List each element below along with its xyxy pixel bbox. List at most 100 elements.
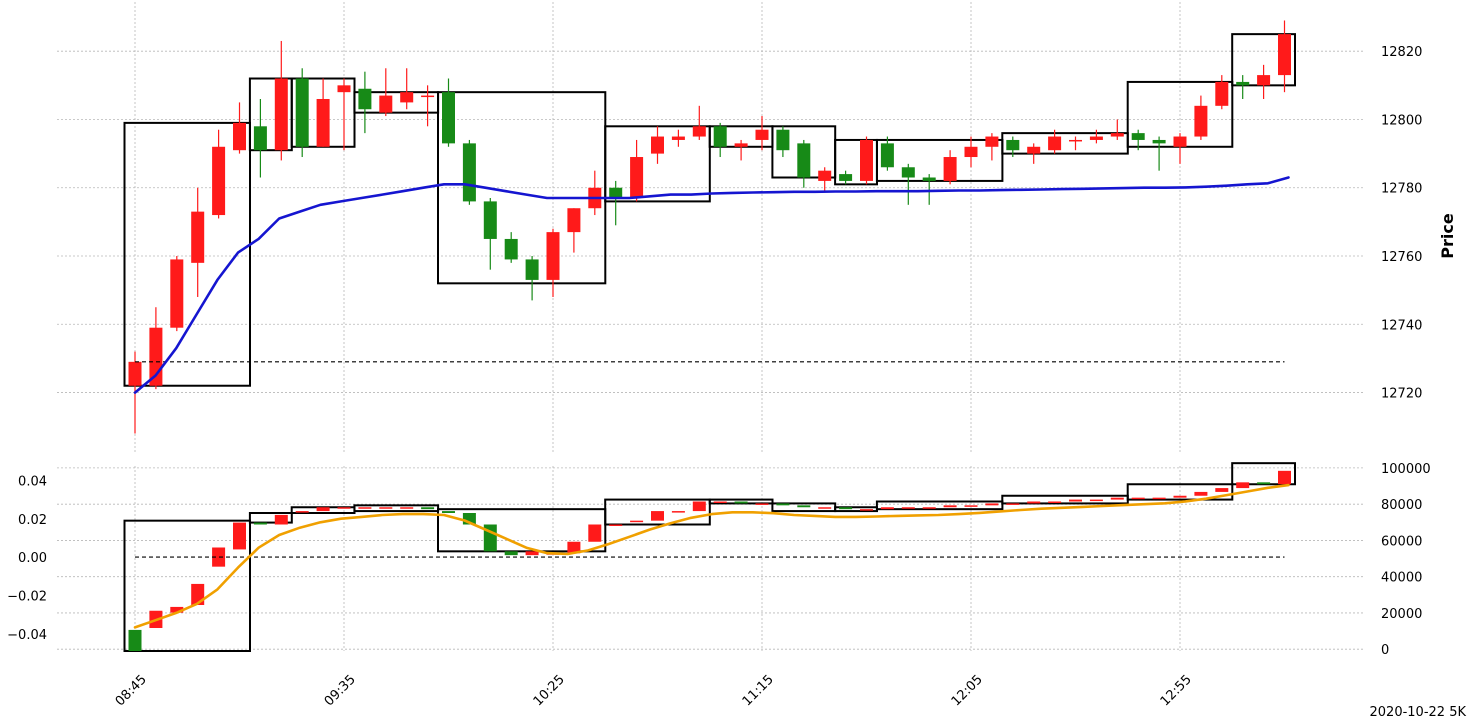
candle-body xyxy=(128,361,142,386)
range-box xyxy=(1001,494,1129,505)
candle-body xyxy=(922,177,936,181)
y-tick-label-right: 0 xyxy=(1381,643,1389,658)
candle-body xyxy=(630,157,644,198)
candle-body xyxy=(776,503,790,506)
candle-body xyxy=(191,211,205,263)
candle-body xyxy=(776,129,790,151)
candle-body xyxy=(149,327,163,386)
candle-body xyxy=(421,507,435,510)
candle-body xyxy=(233,522,246,550)
candle-body xyxy=(525,259,539,280)
candle-body xyxy=(964,146,978,158)
candle-body xyxy=(1215,81,1229,106)
candle-body xyxy=(170,259,184,328)
candle-body xyxy=(734,501,748,504)
candle-body xyxy=(567,541,581,554)
candle-body xyxy=(1152,497,1166,500)
candle-body xyxy=(901,167,915,178)
candle-body xyxy=(943,157,957,181)
candle-body xyxy=(880,507,894,510)
candle-body xyxy=(483,201,497,239)
candle-body xyxy=(379,507,393,509)
price-axis-label: Price xyxy=(1438,213,1457,259)
candle-body xyxy=(1173,136,1187,147)
candle-body xyxy=(1089,499,1103,502)
candle-body xyxy=(609,524,623,526)
y-tick-label-right: 60000 xyxy=(1381,534,1422,549)
candle-body xyxy=(1215,488,1229,492)
candle-body xyxy=(170,606,184,613)
candle-body xyxy=(295,511,309,513)
footer-text: 2020-10-22 5K xyxy=(1370,705,1467,720)
candle-body xyxy=(525,551,539,556)
candle-body xyxy=(316,98,330,147)
candle-body xyxy=(818,170,832,181)
x-tick-label: 11:15 xyxy=(740,672,777,709)
candle-body xyxy=(985,136,999,147)
candle-body xyxy=(630,520,644,523)
x-tick-label: 09:35 xyxy=(322,672,359,709)
candle-body xyxy=(1006,503,1020,505)
candle-body xyxy=(358,507,372,509)
candle-body xyxy=(233,122,246,151)
candle-body xyxy=(212,547,226,567)
y-tick-label-left: −0.02 xyxy=(7,589,47,604)
candle-body xyxy=(713,126,727,147)
candle-body xyxy=(128,629,142,651)
candle-layer xyxy=(128,20,1291,651)
range-box xyxy=(875,138,1004,182)
y-tick-label: 12740 xyxy=(1381,318,1422,333)
candle-body xyxy=(880,143,894,168)
candle-body xyxy=(274,78,288,151)
candle-body xyxy=(295,78,309,147)
candle-body xyxy=(609,187,623,198)
candle-body xyxy=(860,139,873,181)
range-box xyxy=(123,121,251,387)
y-tick-label-right: 100000 xyxy=(1381,462,1431,477)
y-tick-label: 12720 xyxy=(1381,387,1422,402)
candle-body xyxy=(651,511,664,521)
candle-body xyxy=(1257,482,1271,485)
candle-body xyxy=(253,126,267,151)
candle-body xyxy=(588,524,602,542)
candle-body xyxy=(671,511,685,513)
candle-body xyxy=(1131,133,1145,140)
candle-body xyxy=(1089,136,1103,140)
candle-body xyxy=(316,507,330,512)
y-tick-label-right: 40000 xyxy=(1381,571,1422,586)
candle-body xyxy=(1069,499,1082,502)
candle-body xyxy=(1236,81,1250,86)
line-layer xyxy=(133,176,1290,629)
candle-body xyxy=(922,507,936,509)
candle-body xyxy=(1048,501,1062,503)
candle-body xyxy=(504,238,518,260)
candle-body xyxy=(839,507,853,510)
candle-body xyxy=(462,143,476,202)
candle-body xyxy=(1152,139,1166,144)
candle-body xyxy=(713,501,727,503)
range-box xyxy=(123,519,251,653)
candle-body xyxy=(400,507,414,509)
y-tick-label-left: 0.00 xyxy=(18,551,47,566)
candle-body xyxy=(212,146,226,216)
candle-body xyxy=(1257,75,1271,86)
x-tick-label: 10:25 xyxy=(531,672,568,709)
candle-body xyxy=(651,136,664,154)
candle-body xyxy=(442,511,455,513)
candle-body xyxy=(462,513,476,525)
range-box xyxy=(1126,483,1234,501)
y-tick-label-right: 80000 xyxy=(1381,498,1422,513)
candle-body xyxy=(379,95,393,113)
volume-average-line xyxy=(133,483,1290,629)
candle-body xyxy=(964,505,978,507)
candle-body xyxy=(943,505,957,508)
candle-body xyxy=(901,507,915,509)
y-tick-label-left: −0.04 xyxy=(7,628,47,643)
candle-body xyxy=(1194,105,1208,137)
candle-body xyxy=(734,143,748,147)
candle-body xyxy=(1110,133,1124,137)
box-layer xyxy=(123,33,1296,653)
x-tick-label: 08:45 xyxy=(113,672,150,709)
candle-body xyxy=(358,88,372,110)
y-tick-label: 12780 xyxy=(1381,182,1422,197)
